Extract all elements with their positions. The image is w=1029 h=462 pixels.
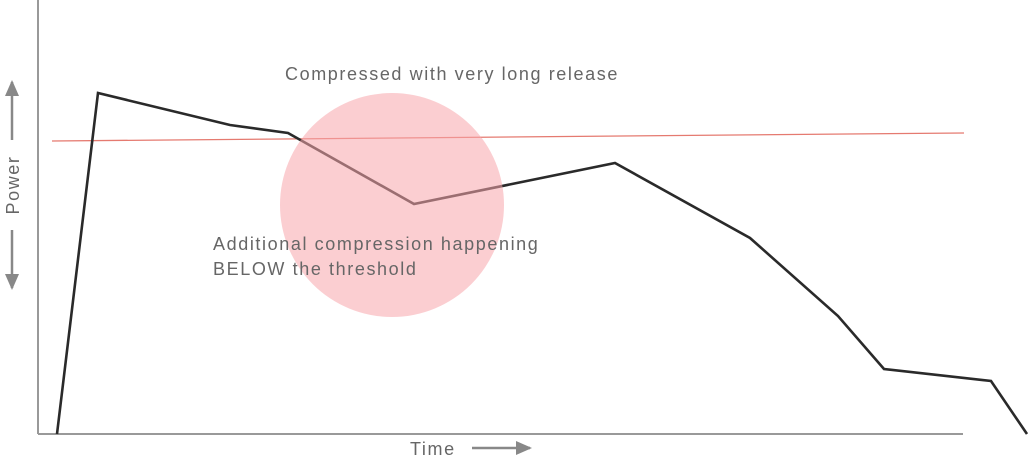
annotation: BELOW the threshold (213, 259, 418, 279)
y-label: Power (3, 155, 23, 214)
threshold-line (51, 132, 965, 142)
annotation: Additional compression happening (213, 234, 539, 254)
signal-line (55, 91, 1029, 435)
title: Compressed with very long release (285, 64, 619, 84)
x-label: Time (410, 439, 456, 459)
highlight-circle (280, 93, 504, 317)
